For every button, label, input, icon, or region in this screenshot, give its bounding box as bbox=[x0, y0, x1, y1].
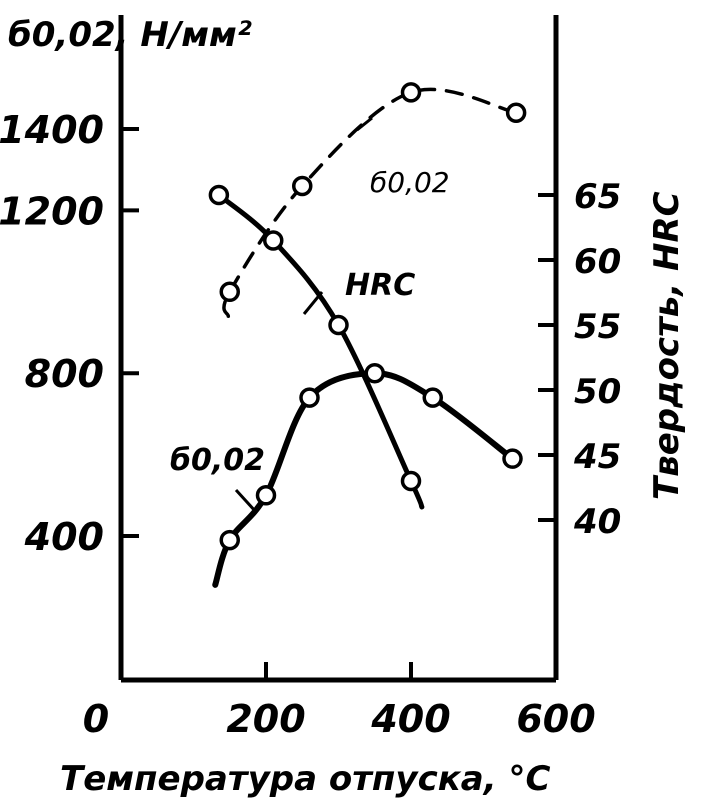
series-line bbox=[212, 370, 516, 588]
series-label-leader bbox=[356, 116, 373, 132]
series-labels: б0,02 HRC б0,02 bbox=[170, 116, 450, 514]
y-ticks-right: 40 45 50 55 60 65 bbox=[538, 177, 621, 542]
y-right-tick-label: 65 bbox=[574, 177, 621, 217]
data-point bbox=[263, 230, 284, 251]
y-left-tick-label: 800 bbox=[25, 352, 104, 396]
series-label: б0,02 bbox=[170, 443, 265, 478]
data-point bbox=[505, 102, 527, 123]
y-right-tick-label: 55 bbox=[574, 307, 621, 347]
x-tick-label: 0 bbox=[83, 697, 109, 741]
y-ticks-left: 400 800 1200 1400 bbox=[0, 108, 139, 559]
data-point bbox=[502, 448, 523, 469]
left-axis-title: б0,02, Н/мм² bbox=[8, 15, 252, 55]
series-layer bbox=[208, 82, 527, 588]
series-label: HRC bbox=[345, 268, 415, 303]
data-point bbox=[219, 529, 240, 551]
x-ticks: 0 200 400 600 bbox=[83, 662, 596, 741]
data-point bbox=[299, 387, 320, 408]
data-point bbox=[328, 314, 349, 336]
data-point bbox=[400, 470, 422, 492]
y-right-tick-label: 60 bbox=[574, 242, 621, 282]
data-point bbox=[422, 387, 443, 408]
x-tick-label: 600 bbox=[516, 697, 595, 741]
bottom-axis-title: Температура отпуска, °C bbox=[60, 759, 551, 799]
series-line bbox=[222, 87, 518, 318]
data-point bbox=[400, 82, 422, 103]
x-tick-label: 400 bbox=[370, 697, 450, 741]
series-label-leader bbox=[234, 488, 258, 514]
right-axis-title: Твердость, HRC bbox=[647, 191, 687, 500]
y-right-tick-label: 50 bbox=[574, 372, 621, 412]
y-left-tick-label: 1400 bbox=[0, 108, 104, 152]
data-point bbox=[364, 362, 385, 384]
y-left-tick-label: 1200 bbox=[0, 189, 104, 233]
x-tick-label: 200 bbox=[226, 697, 305, 741]
data-point bbox=[219, 281, 240, 303]
data-point bbox=[208, 184, 230, 206]
series-label-leader bbox=[302, 291, 324, 315]
y-left-tick-label: 400 bbox=[24, 515, 104, 559]
y-right-tick-label: 45 bbox=[573, 437, 621, 477]
data-point bbox=[292, 175, 313, 197]
data-point bbox=[255, 485, 277, 506]
y-right-tick-label: 40 bbox=[573, 502, 621, 542]
series-label: б0,02 bbox=[370, 166, 450, 199]
